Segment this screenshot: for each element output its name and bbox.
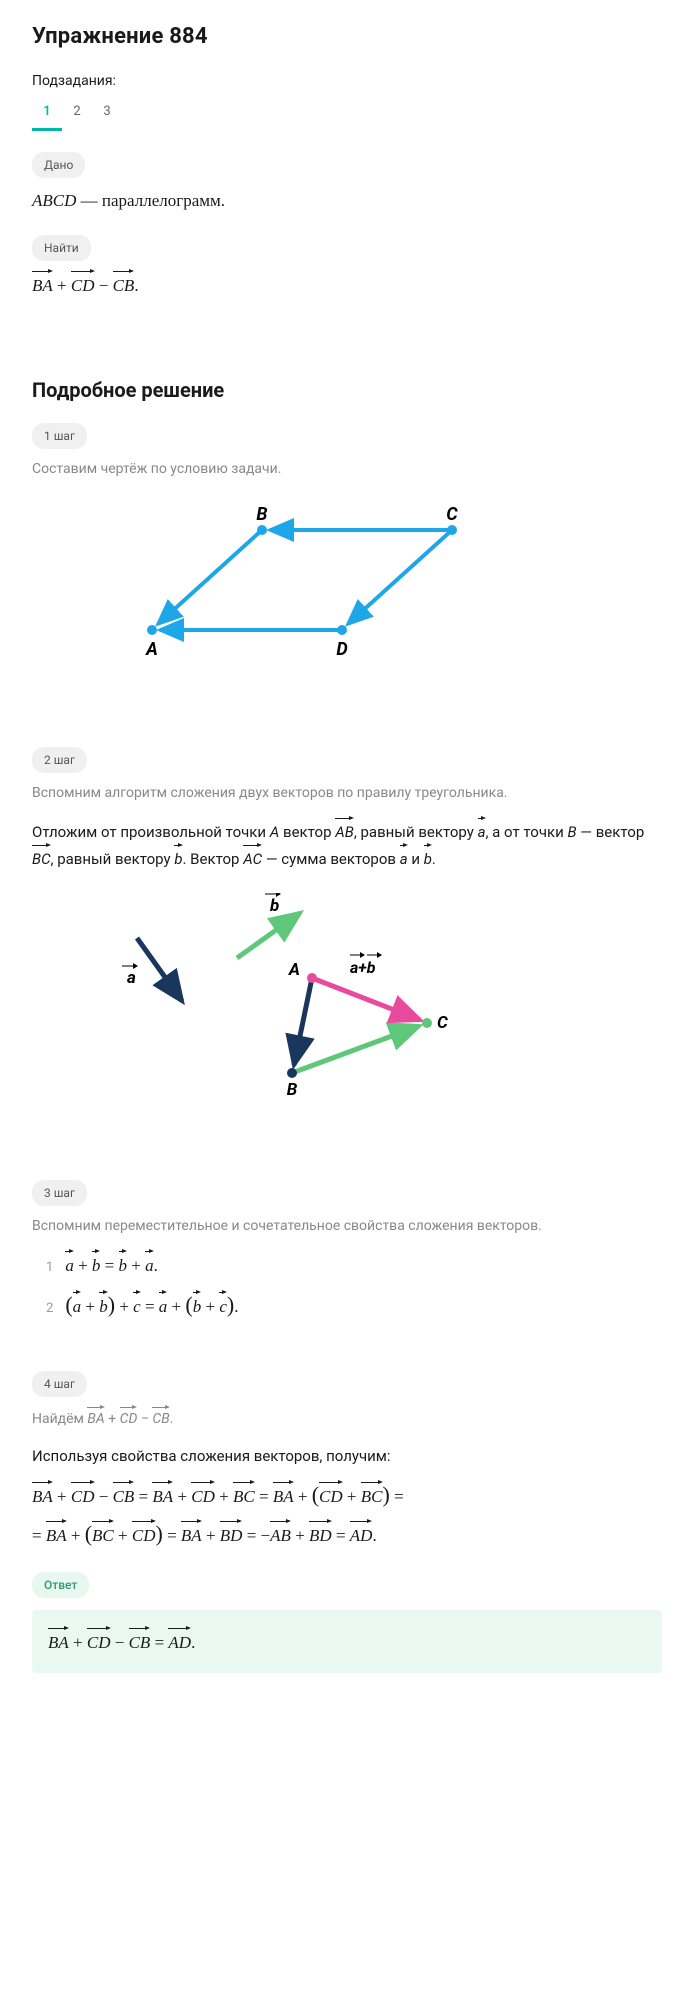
property-2: (a + b) + c = a + (b + c). — [65, 1288, 238, 1321]
item-number: 1 — [46, 1258, 53, 1278]
tabs-row: 1 2 3 — [32, 102, 662, 132]
svg-text:C: C — [437, 1013, 448, 1033]
properties-list: 1 a + b = b + a. 2 (a + b) + c = a + (b … — [46, 1251, 662, 1322]
tab-2[interactable]: 2 — [62, 102, 92, 131]
solution-title: Подробное решение — [32, 375, 662, 405]
step-1-pill: 1 шаг — [32, 423, 87, 449]
formula-line-1: BA + CD − CB = BA + CD + BC = BA + (CD +… — [32, 1478, 662, 1511]
triangle-rule-svg: a b A B C a+b — [32, 893, 532, 1103]
tab-1[interactable]: 1 — [32, 102, 62, 131]
list-item: 2 (a + b) + c = a + (b + c). — [46, 1288, 662, 1321]
formula-line-2: = BA + (BC + CD) = BA + BD = −AB + BD = … — [32, 1517, 662, 1550]
parallelogram-svg: A B C D — [32, 500, 572, 670]
svg-text:a: a — [127, 968, 136, 988]
svg-text:C: C — [446, 504, 458, 525]
svg-text:D: D — [336, 639, 347, 660]
given-text: ABCD — параллелограмм. — [32, 188, 662, 214]
svg-text:B: B — [287, 1080, 298, 1100]
step-2-body: Отложим от произвольной точки A вектор A… — [32, 818, 662, 873]
svg-text:A: A — [288, 960, 300, 980]
property-1: a + b = b + a. — [65, 1251, 158, 1279]
step-2-pill: 2 шаг — [32, 747, 87, 773]
step-3-pill: 3 шаг — [32, 1180, 87, 1206]
parallelogram-diagram: A B C D — [32, 500, 662, 677]
given-suffix: — параллелограмм. — [76, 191, 225, 210]
given-pill: Дано — [32, 152, 85, 178]
given-abcd: ABCD — [32, 191, 76, 210]
find-pill: Найти — [32, 235, 91, 261]
answer-pill: Ответ — [32, 1572, 89, 1598]
svg-text:a+b: a+b — [350, 958, 376, 977]
tab-3[interactable]: 3 — [92, 102, 122, 131]
svg-text:b: b — [270, 896, 279, 916]
find-formula: BA + CD − CB. — [32, 271, 662, 299]
triangle-rule-diagram: a b A B C a+b — [32, 893, 662, 1110]
step-3-desc: Вспомним переместительное и сочетательно… — [32, 1216, 662, 1237]
svg-text:B: B — [256, 504, 267, 525]
step-2-desc: Вспомним алгоритм сложения двух векторов… — [32, 783, 662, 804]
svg-text:A: A — [145, 639, 158, 660]
step-4-desc: Найдём BA + CD − CB. — [32, 1407, 662, 1430]
item-number: 2 — [46, 1299, 53, 1319]
step-4-body: Используя свойства сложения векторов, по… — [32, 1444, 662, 1470]
list-item: 1 a + b = b + a. — [46, 1251, 662, 1279]
page-title: Упражнение 884 — [32, 20, 662, 53]
answer-box: BA + CD − CB = AD. — [32, 1610, 662, 1674]
step-4-pill: 4 шаг — [32, 1371, 87, 1397]
subtasks-label: Подзадания: — [32, 71, 662, 92]
step-1-desc: Составим чертёж по условию задачи. — [32, 459, 662, 480]
